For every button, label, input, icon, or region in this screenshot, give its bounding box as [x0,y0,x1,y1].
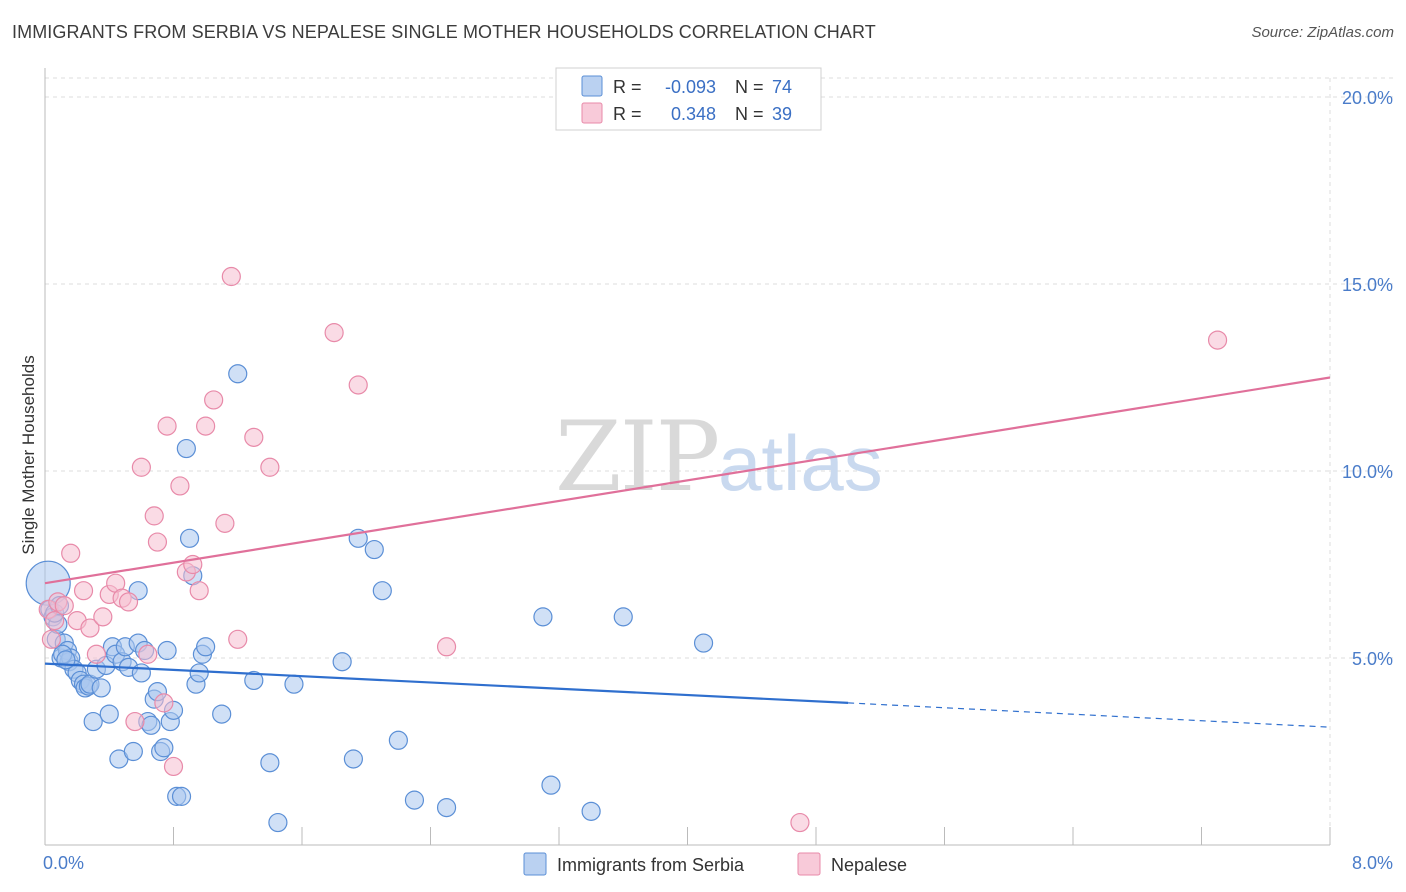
serbia-point [244,670,264,691]
nepalese-point [157,416,177,436]
serbia-point [533,607,553,627]
serbia-point [613,607,633,627]
legend-n-label-nepalese: N = [735,104,764,124]
serbia-point [581,801,601,821]
legend-swatch-serbia [581,75,603,97]
serbia-point [56,650,76,670]
legend-r-value-nepalese: 0.348 [671,104,716,124]
nepalese-point [436,637,457,657]
bottom-legend-swatch-nepalese [797,852,821,876]
x-tick-label-0: 0.0% [43,853,84,873]
chart-source: Source: ZipAtlas.com [1251,24,1394,41]
serbia-point [388,730,408,750]
serbia-point [99,704,119,724]
serbia-point [343,749,363,769]
nepalese-point [221,266,241,287]
serbia-point [189,663,209,683]
y-tick-label-0: 5.0% [1352,649,1393,669]
nepalese-point [125,711,145,732]
legend: R = -0.093 N = 74 R = 0.348 N = 39 [555,67,822,131]
nepalese-point [189,581,209,601]
nepalese-point [204,390,224,410]
legend-r-label-serbia: R = [613,77,642,97]
serbia-point [284,674,304,694]
serbia-point [541,775,561,795]
legend-n-label-serbia: N = [735,77,764,97]
serbia-point [131,663,151,683]
nepalese-point [118,592,139,612]
y-tick-label-1: 10.0% [1342,462,1393,482]
serbia-point [404,790,425,810]
nepalese-point [73,581,94,601]
legend-r-value-serbia: -0.093 [665,77,716,97]
bottom-legend-label-nepalese: Nepalese [831,855,907,875]
nepalese-point [790,812,810,833]
axes [44,68,1331,846]
nepalese-point [228,629,248,649]
legend-n-value-serbia: 74 [772,77,792,97]
y-tick-label-2: 15.0% [1342,275,1393,295]
serbia-point [176,438,196,459]
serbia-trend-line-extension [848,702,1331,728]
serbia-trend-line [44,662,849,704]
nepalese-point [54,596,74,616]
nepalese-point [348,375,368,395]
serbia-point [228,364,248,384]
serbia-point [83,711,103,732]
serbia-point [91,678,111,698]
nepalese-point [61,543,81,563]
serbia-point [693,633,714,653]
nepalese-point [163,756,184,777]
nepalese-point [144,506,164,526]
serbia-point [157,640,177,661]
serbia-point [268,812,288,833]
y-tick-label-3: 20.0% [1342,88,1393,108]
serbia-point [332,652,352,672]
nepalese-point [215,513,235,533]
bottom-legend: Immigrants from Serbia Nepalese [523,852,907,876]
bottom-legend-swatch-serbia [523,852,547,876]
serbia-point [171,786,192,806]
serbia-point [372,581,392,601]
nepalese-point [41,629,62,649]
serbia-point [154,738,174,758]
nepalese-point [45,610,65,631]
serbia-point [436,797,457,818]
trend-lines [44,376,1331,728]
nepalese-trend-line [44,376,1331,585]
nepalese-point [244,427,264,447]
nepalese-point [196,416,216,436]
serbia-point [123,741,143,762]
nepalese-point [86,644,107,664]
nepalese-point [324,323,344,343]
serbia-point [364,539,384,560]
nepalese-point [1207,330,1228,350]
bottom-legend-label-serbia: Immigrants from Serbia [557,855,745,875]
series-nepalese-points [38,266,1228,833]
nepalese-point [260,457,280,477]
nepalese-point [138,644,158,664]
chart-title: IMMIGRANTS FROM SERBIA VS NEPALESE SINGL… [12,22,876,42]
serbia-point [179,528,200,548]
serbia-point [196,637,216,657]
y-axis-label: Single Mother Households [19,355,38,554]
legend-n-value-nepalese: 39 [772,104,792,124]
nepalese-point [131,457,151,477]
serbia-point [260,753,280,773]
nepalese-point [154,693,174,713]
serbia-point [212,704,232,724]
nepalese-point [93,607,113,627]
x-tick-label-1: 8.0% [1352,853,1393,873]
serbia-point [141,715,161,735]
legend-r-label-nepalese: R = [613,104,642,124]
nepalese-point [147,532,168,552]
watermark-zip: ZIP [555,401,718,513]
nepalese-point [80,618,100,638]
legend-swatch-nepalese [581,102,603,124]
x-tick-labels: 0.0% 8.0% [43,853,1393,873]
nepalese-point [170,476,190,496]
y-tick-labels: 5.0% 10.0% 15.0% 20.0% [1342,88,1393,669]
